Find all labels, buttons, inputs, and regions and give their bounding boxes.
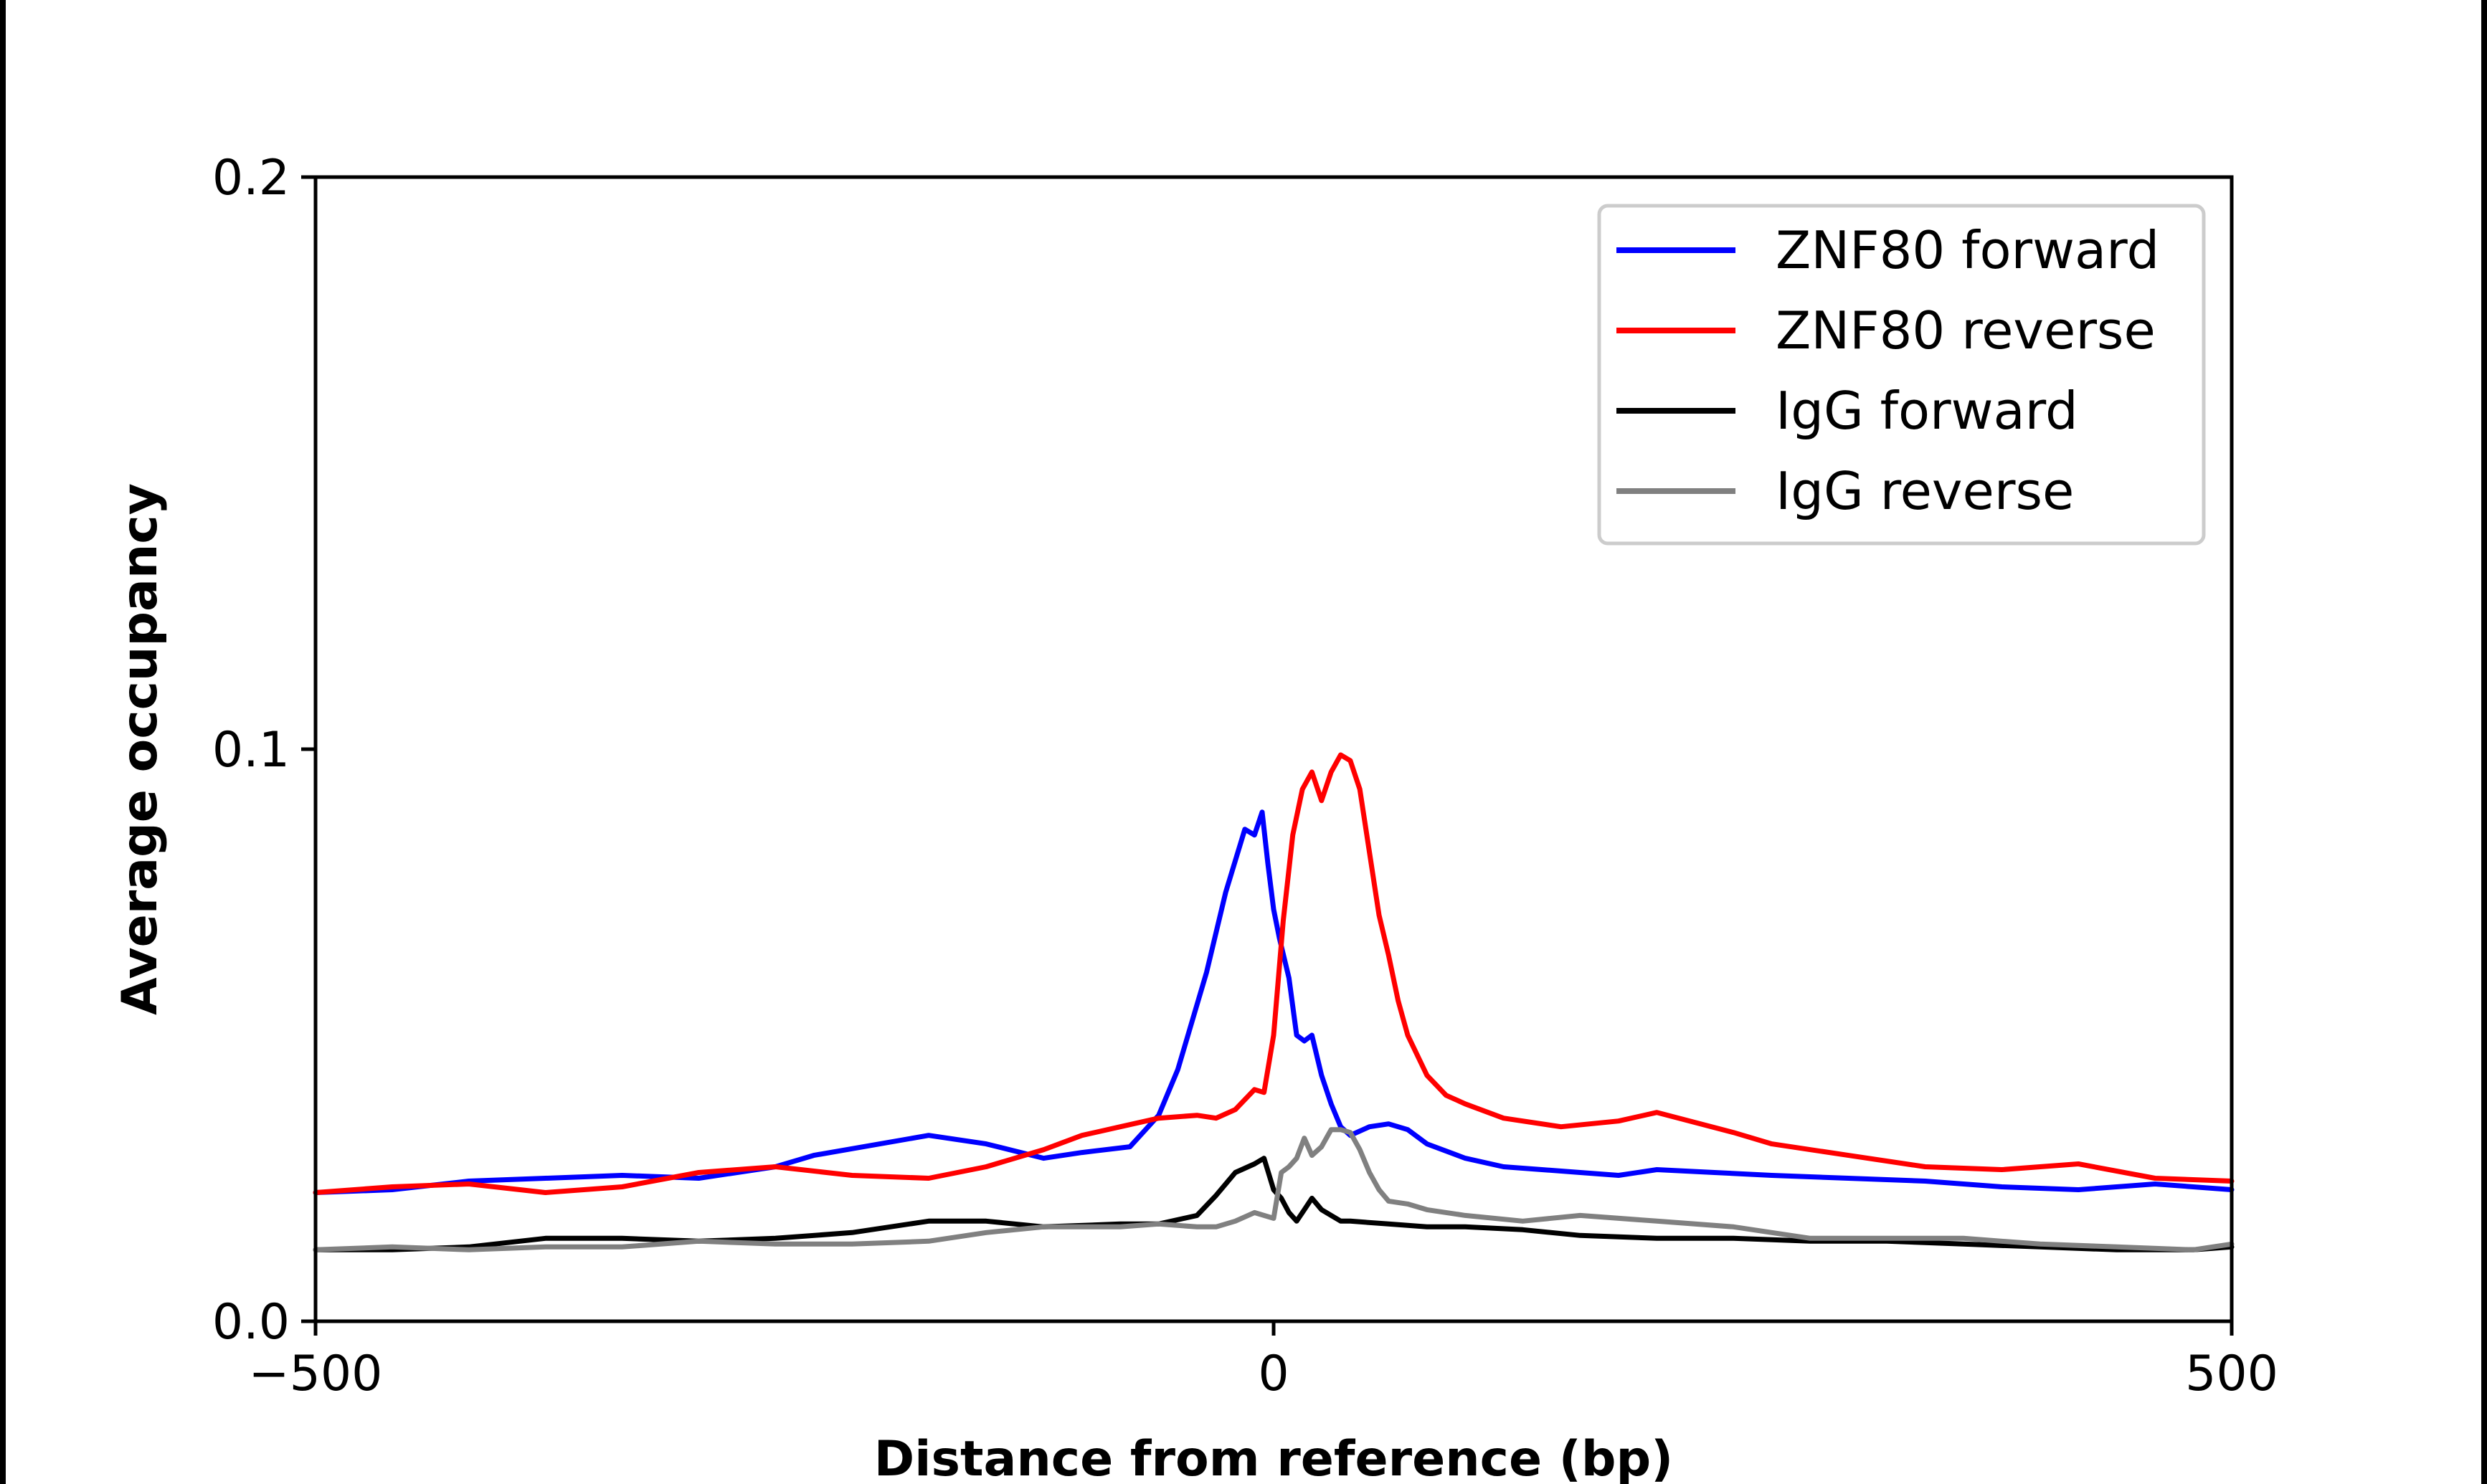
series-line-igg-reverse xyxy=(313,1127,2235,1252)
x-axis-ticks: −500 0 500 xyxy=(249,1321,2278,1402)
series-line-znf80-reverse xyxy=(313,752,2235,1195)
legend-entries: ZNF80 forward ZNF80 reverse IgG forward IgG… xyxy=(1616,220,2159,521)
y-axis-ticks: 0.0 0.1 0.2 xyxy=(212,150,316,1351)
x-tick-label: 0 xyxy=(1258,1346,1289,1402)
frame-left-border xyxy=(0,0,6,1484)
legend-label-znf80-reverse: ZNF80 reverse xyxy=(1776,300,2156,361)
frame-right-border xyxy=(2481,0,2487,1484)
y-tick-label: 0.0 xyxy=(212,1294,290,1351)
y-axis-title: Average occupancy xyxy=(112,483,169,1015)
legend-box xyxy=(1597,204,2206,546)
x-tick-label: 500 xyxy=(2185,1346,2278,1402)
series-line-znf80-forward xyxy=(313,809,2235,1195)
x-axis-title: Distance from reference (bp) xyxy=(874,1431,1674,1484)
legend-label-znf80-forward: ZNF80 forward xyxy=(1776,220,2159,280)
legend-label-igg-reverse: IgG reverse xyxy=(1776,461,2074,521)
series-lines xyxy=(313,752,2235,1252)
series-line-igg-forward xyxy=(313,1156,2235,1252)
x-tick-label: −500 xyxy=(249,1346,383,1402)
legend-label-igg-forward: IgG forward xyxy=(1776,381,2078,441)
y-tick-label: 0.2 xyxy=(212,150,290,206)
legend: ZNF80 forward ZNF80 reverse IgG forward IgG… xyxy=(1597,204,2206,546)
y-tick-label: 0.1 xyxy=(212,722,290,779)
